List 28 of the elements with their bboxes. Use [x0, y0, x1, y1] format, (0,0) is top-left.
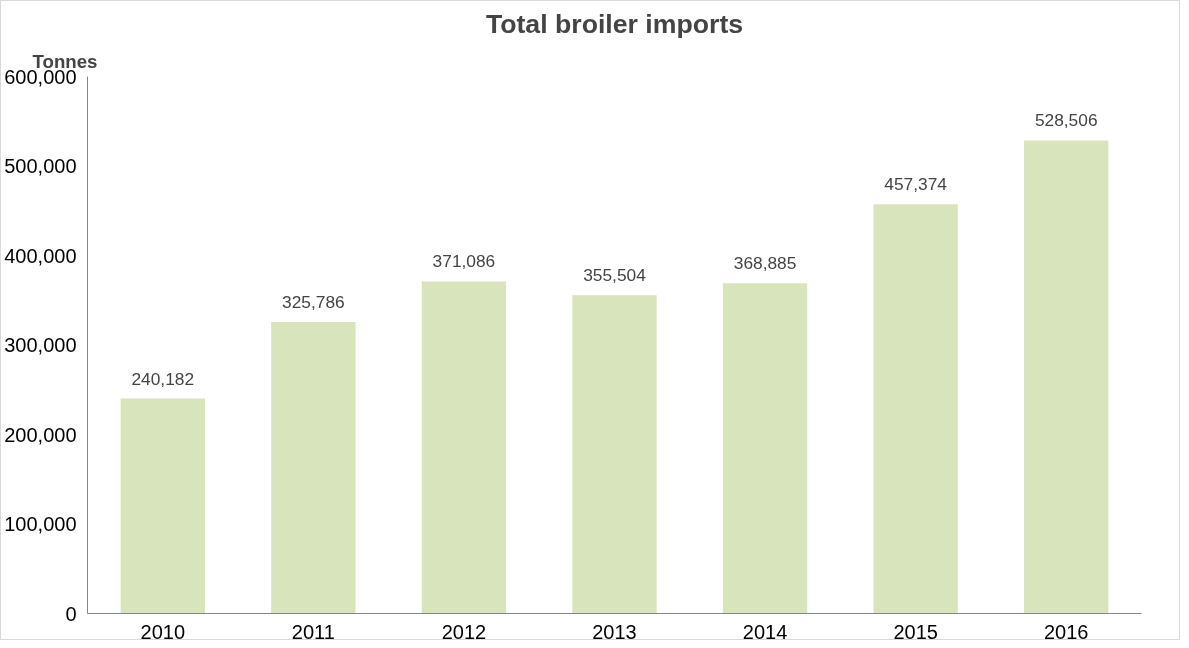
- bar: [873, 204, 958, 614]
- x-tick-label: 2011: [291, 620, 335, 643]
- data-label: 368,885: [733, 253, 797, 274]
- bar: [572, 295, 657, 614]
- data-label: 528,506: [1034, 110, 1098, 131]
- y-tick-label: 500,000: [4, 155, 77, 177]
- y-tick-label: 0: [65, 602, 77, 625]
- x-tick-label: 2010: [140, 620, 186, 643]
- x-tick-label: 2012: [441, 620, 487, 643]
- bar: [722, 283, 808, 614]
- data-label: 240,182: [131, 368, 195, 389]
- x-tick-label: 2016: [1043, 620, 1089, 643]
- bar: [120, 398, 205, 614]
- x-tick-label: 2014: [742, 620, 788, 643]
- y-tick-label: 400,000: [4, 244, 77, 267]
- bar: [1024, 140, 1109, 614]
- bar: [421, 281, 507, 614]
- y-tick-label: 300,000: [4, 334, 77, 356]
- chart-title: Total broiler imports: [485, 8, 744, 39]
- x-tick-label: 2013: [592, 620, 637, 643]
- data-label: 325,786: [282, 291, 345, 312]
- data-label: 355,504: [583, 265, 647, 286]
- y-tick-label: 100,000: [4, 513, 77, 535]
- bar: [271, 321, 356, 614]
- x-tick-label: 2015: [893, 620, 938, 643]
- data-label: 457,374: [884, 174, 948, 195]
- y-tick-label: 200,000: [4, 423, 77, 446]
- data-label: 371,086: [432, 251, 496, 272]
